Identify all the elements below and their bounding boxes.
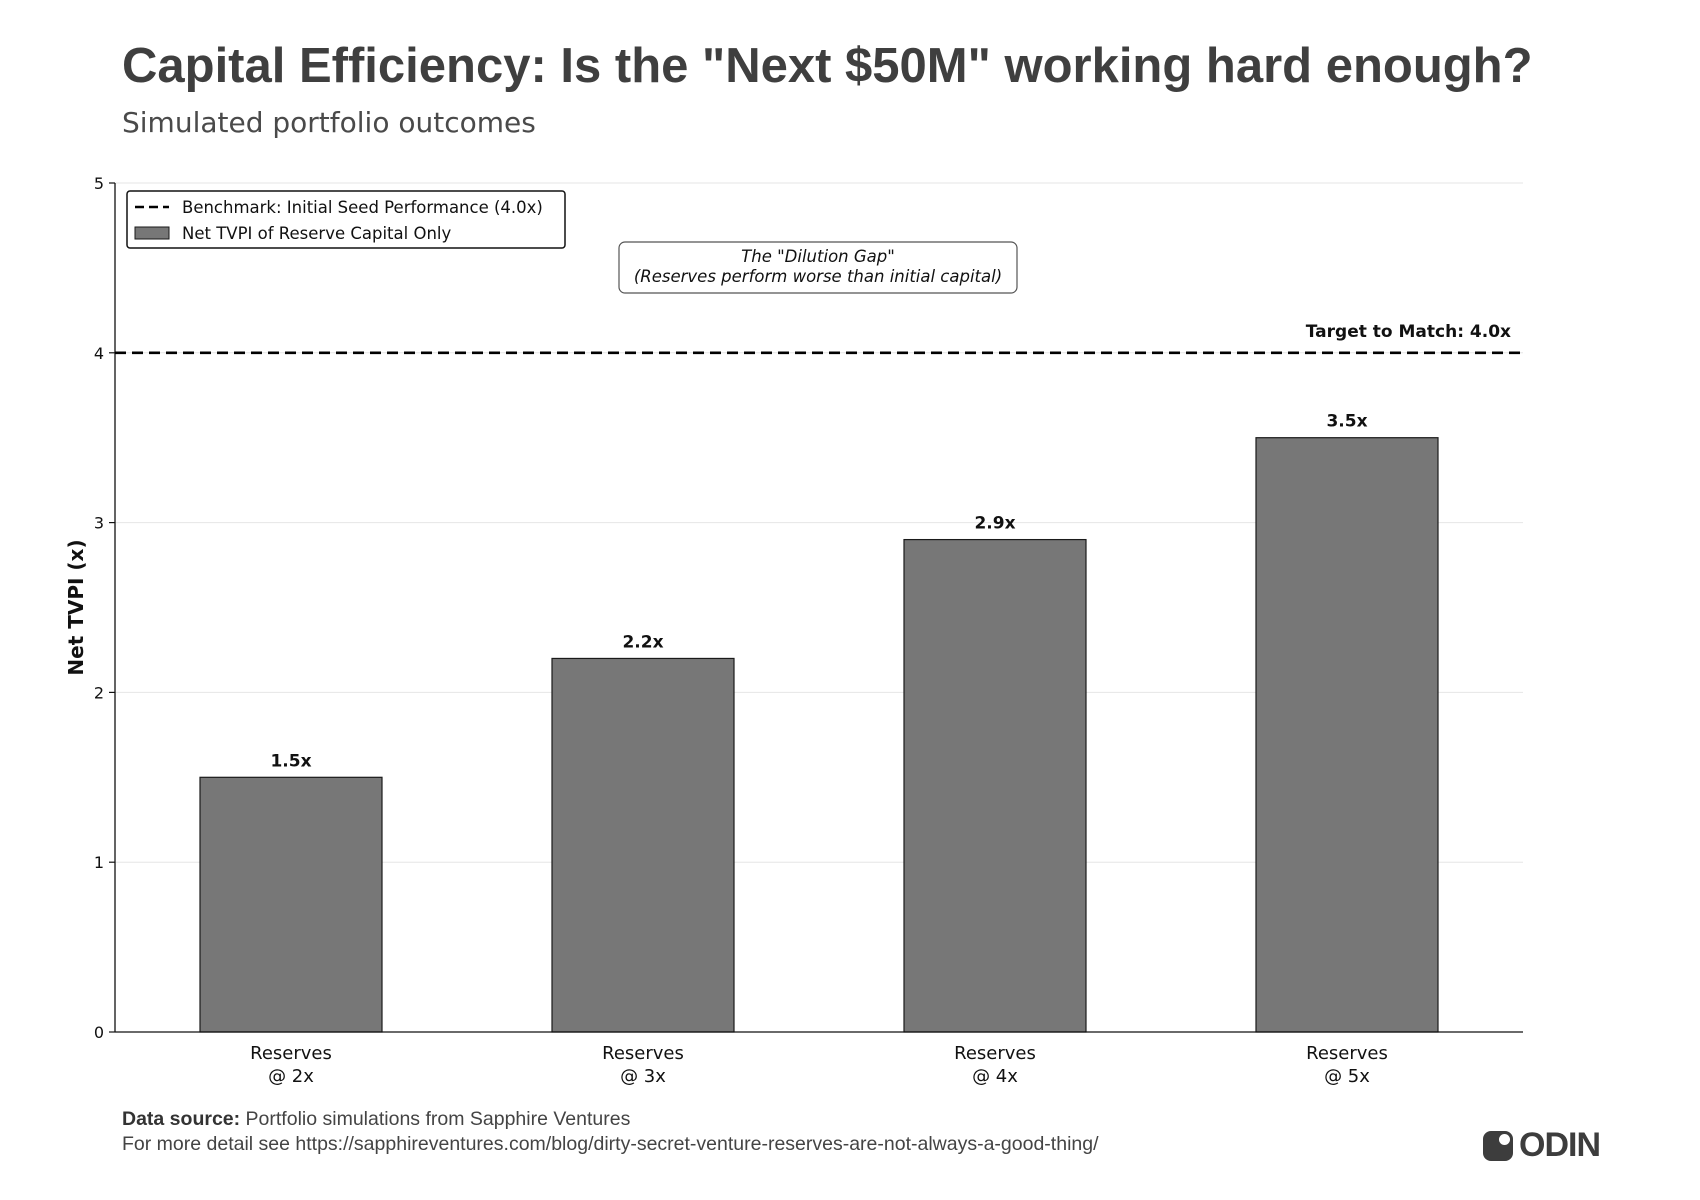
data-source-label: Data source:: [122, 1108, 241, 1130]
x-tick-label: Reserves: [954, 1043, 1036, 1064]
bar-value-label: 2.9x: [974, 514, 1015, 534]
odin-logo-icon: [1483, 1130, 1513, 1161]
y-tick-label: 4: [94, 344, 104, 363]
legend-label: Net TVPI of Reserve Capital Only: [182, 224, 451, 243]
chart-title: Capital Efficiency: Is the "Next $50M" w…: [122, 39, 1533, 93]
x-tick-label: @ 2x: [268, 1066, 314, 1087]
bar: [903, 538, 1087, 1033]
annotation-text: (Reserves perform worse than initial cap…: [634, 267, 1002, 286]
benchmark-label: Target to Match: 4.0x: [1306, 322, 1511, 342]
y-tick-label: 1: [94, 853, 104, 872]
annotation-box: [618, 241, 1018, 294]
bar-value-label: 2.2x: [622, 632, 663, 652]
bar: [1255, 437, 1439, 1033]
bar-value-label: 3.5x: [1326, 412, 1367, 432]
bar-value-label: 1.5x: [270, 751, 311, 771]
annotation-text: The "Dilution Gap": [741, 247, 895, 266]
y-tick-label: 2: [94, 683, 104, 702]
legend-swatch-bar: [134, 226, 170, 240]
x-tick-label: @ 4x: [972, 1066, 1018, 1087]
y-tick-label: 0: [94, 1023, 104, 1042]
x-tick-label: @ 5x: [1324, 1066, 1370, 1087]
chart-subtitle: Simulated portfolio outcomes: [122, 106, 536, 139]
odin-logo: ODIN: [1483, 1126, 1601, 1165]
bar: [551, 657, 735, 1033]
bar: [199, 776, 383, 1033]
y-tick-label: 5: [94, 174, 104, 193]
y-tick-label: 3: [94, 514, 104, 533]
legend-label: Benchmark: Initial Seed Performance (4.0…: [182, 198, 543, 217]
x-tick-label: @ 3x: [620, 1066, 666, 1087]
x-tick-label: Reserves: [602, 1043, 684, 1064]
x-tick-label: Reserves: [250, 1043, 332, 1064]
detail-link-text: For more detail see https://sapphirevent…: [122, 1133, 1099, 1155]
legend-box: [126, 190, 566, 249]
footer: Data source: Portfolio simulations from …: [122, 1107, 1099, 1157]
data-source-text: Portfolio simulations from Sapphire Vent…: [245, 1108, 631, 1130]
odin-logo-text: ODIN: [1519, 1126, 1601, 1164]
y-axis-title: Net TVPI (x): [64, 539, 88, 675]
x-tick-label: Reserves: [1306, 1043, 1388, 1064]
data-source-line: Data source: Portfolio simulations from …: [122, 1107, 1099, 1132]
